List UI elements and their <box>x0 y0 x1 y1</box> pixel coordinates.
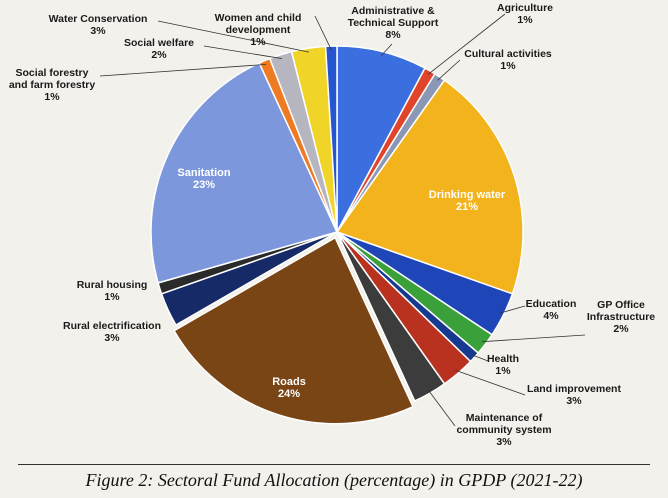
pie-slice-drinking-water <box>335 79 524 295</box>
leader-line-maintenance-of-community-system <box>427 389 456 427</box>
pie-slices <box>150 45 524 425</box>
slice-label-water-conservation: Water Conservation 3% <box>49 13 148 37</box>
slice-label-health: Health 1% <box>487 353 519 377</box>
pie-slice-roads <box>173 236 414 425</box>
leader-line-cultural-activities <box>437 59 461 81</box>
slice-label-land-improvement: Land improvement 3% <box>527 383 621 407</box>
slice-label-gp-office-infrastructure: GP Office Infrastructure 2% <box>587 299 655 335</box>
pie-slice-maintenance-of-community-system <box>336 231 446 402</box>
slice-label-sanitation: Sanitation 23% <box>177 167 230 191</box>
slice-label-cultural-activities: Cultural activities 1% <box>464 48 552 72</box>
leader-line-social-forestry-and-farm-forestry <box>99 63 267 77</box>
leader-line-gp-office-infrastructure <box>482 334 586 343</box>
slice-labels: Administrative & Technical Support 8% Agric… <box>9 2 655 448</box>
slice-label-rural-electrification: Rural electrification 3% <box>63 320 161 344</box>
leader-line-agriculture <box>427 13 506 75</box>
slice-label-social-welfare: Social welfare 2% <box>124 37 194 61</box>
slice-label-agriculture: Agriculture 1% <box>497 2 553 26</box>
leader-line-education <box>499 305 526 314</box>
leader-line-land-improvement <box>455 369 526 396</box>
slice-label-social-forestry-and-farm-forestry: Social forestry and farm forestry 1% <box>9 67 96 103</box>
slice-label-women-and-child-development: Women and child development 1% <box>215 12 302 48</box>
figure-caption: Figure 2: Sectoral Fund Allocation (perc… <box>85 470 583 490</box>
leader-line-water-conservation <box>157 20 310 53</box>
leader-lines <box>99 13 586 427</box>
pie-slice-sanitation <box>150 62 339 284</box>
slice-label-education: Education 4% <box>526 298 577 322</box>
pie-slice-women-and-child-development <box>324 45 338 233</box>
pie-chart: Administrative & Technical Support 8% Agric… <box>9 2 655 448</box>
slice-label-drinking-water: Drinking water 21% <box>429 189 506 213</box>
caption-rule <box>18 464 650 465</box>
slice-label-maintenance-of-community-system: Maintenance of community system 3% <box>456 412 551 448</box>
slice-label-administrative-and-technical-support: Administrative & Technical Support 8% <box>348 5 439 41</box>
slice-label-roads: Roads 24% <box>272 376 306 400</box>
leader-line-administrative-and-technical-support <box>381 43 393 56</box>
leader-line-health <box>471 354 489 362</box>
leader-line-social-welfare <box>203 45 282 59</box>
slice-label-rural-housing: Rural housing 1% <box>77 279 148 303</box>
pie-slice-administrative-and-technical-support <box>336 45 427 233</box>
leader-line-women-and-child-development <box>314 15 332 51</box>
